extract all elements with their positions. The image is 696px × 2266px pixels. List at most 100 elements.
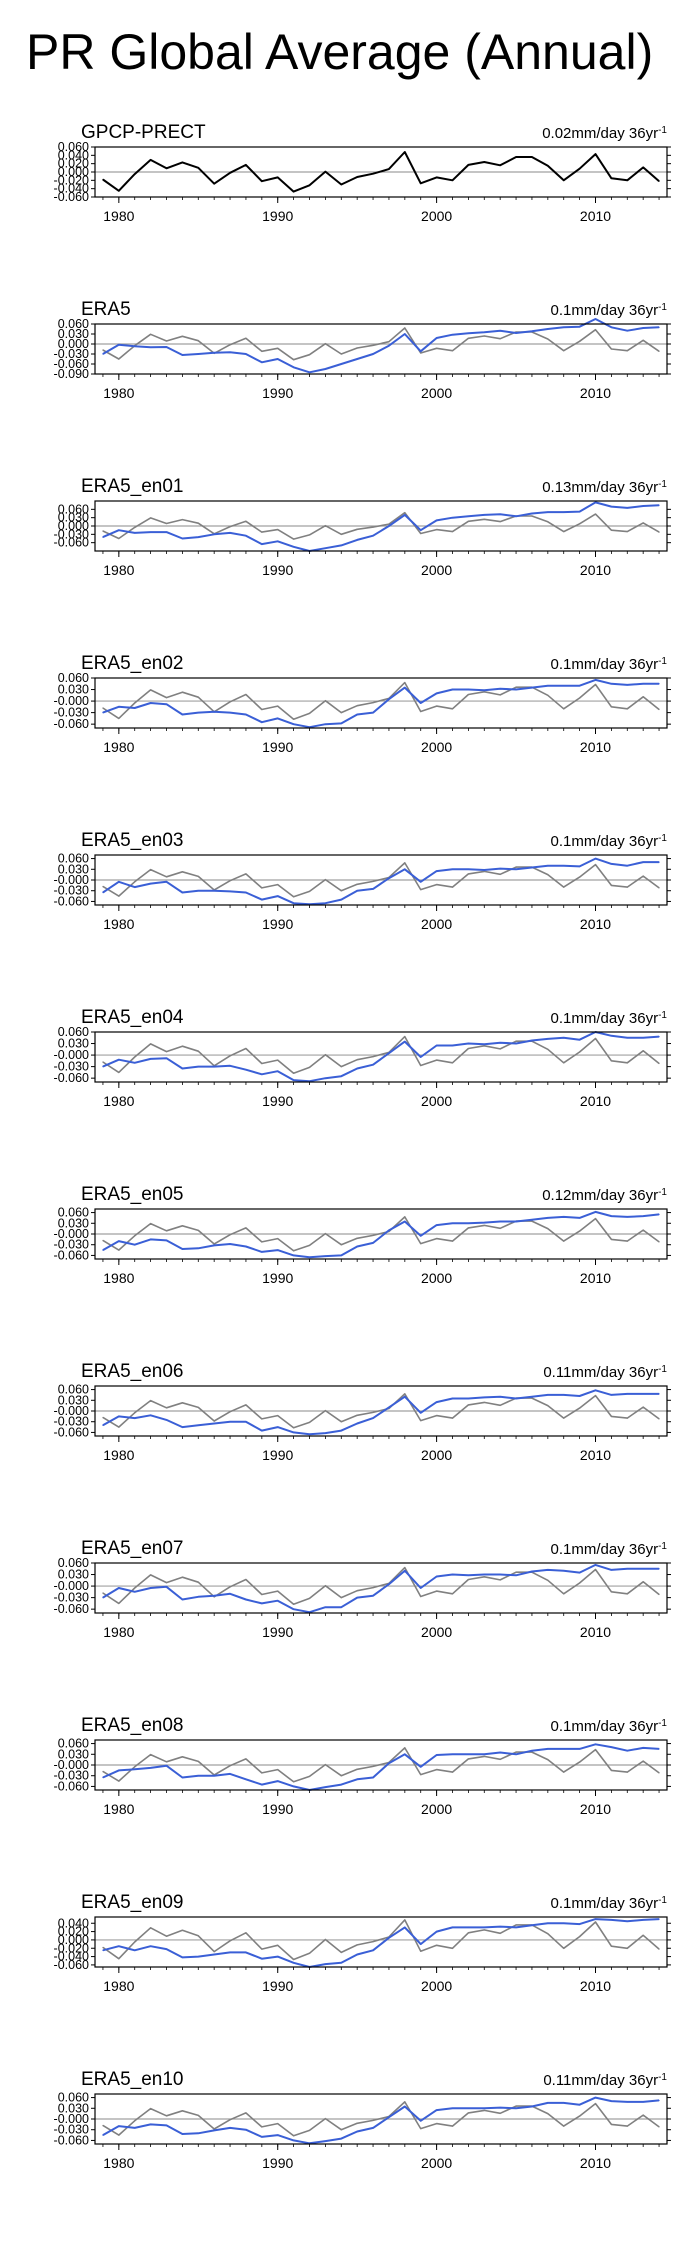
data-point: [594, 153, 597, 155]
data-point: [293, 896, 295, 898]
panel-title: ERA5_en02: [81, 653, 183, 674]
data-point: [547, 1579, 549, 1581]
data-point: [197, 1424, 199, 1426]
data-point: [293, 1781, 295, 1783]
data-point: [213, 533, 215, 535]
data-point: [547, 1394, 549, 1396]
data-point: [610, 863, 612, 865]
y-tick-label: 0.060: [58, 317, 89, 331]
data-point: [467, 1042, 469, 1045]
data-point: [324, 1432, 326, 1434]
data-point: [308, 712, 311, 714]
data-point: [579, 1039, 581, 1041]
data-point: [229, 1593, 231, 1595]
y-tick-label: 0.060: [58, 1383, 89, 1397]
data-point: [515, 1040, 517, 1042]
series-line-era5_en01: [102, 501, 660, 552]
chart-panel-7: ERA5_en05 0.12mm/day 36yr-10.0600.030-0.0…: [54, 1184, 671, 1286]
data-point: [245, 693, 247, 696]
series-line-era5_en03: [102, 857, 660, 906]
data-point: [436, 1044, 438, 1047]
plot-frame: [94, 323, 668, 375]
data-point: [420, 881, 422, 883]
data-point: [102, 712, 104, 714]
data-point: [594, 857, 597, 860]
y-tick-label: 0.000: [58, 519, 89, 533]
data-point: [547, 511, 549, 513]
data-point: [594, 1389, 597, 1391]
data-point: [451, 688, 454, 691]
data-point: [134, 1417, 136, 1419]
y-tick-label: -0.060: [54, 536, 89, 550]
data-point: [181, 1248, 183, 1250]
data-point: [547, 694, 549, 696]
trend-label: 0.11mm/day 36yr-1: [543, 2072, 667, 2090]
data-point: [579, 1923, 581, 1925]
data-point: [308, 371, 311, 373]
data-point: [340, 1075, 342, 1077]
y-tick-label: 0.060: [58, 1206, 89, 1220]
chart-panel-10: ERA5_en08 0.1mm/day 36yr-1 0.0600.030-0.00…: [54, 1715, 671, 1817]
data-point: [594, 1037, 597, 1040]
data-point: [658, 504, 660, 506]
data-point: [610, 1769, 612, 1771]
data-point: [626, 684, 628, 686]
data-point: [356, 1953, 358, 1956]
y-tick-label: 0.060: [58, 1737, 89, 1751]
data-point: [531, 1219, 533, 1221]
data-point: [293, 366, 295, 368]
data-point: [420, 1412, 422, 1414]
data-point: [547, 1228, 549, 1230]
data-point: [213, 1422, 215, 1425]
data-point: [467, 688, 469, 691]
data-point: [356, 176, 358, 178]
data-point: [181, 519, 183, 521]
y-tick-label: -0.060: [54, 1602, 89, 1616]
data-point: [340, 890, 342, 892]
y-tick-label: 0.060: [58, 852, 89, 866]
data-point: [118, 190, 120, 192]
data-point: [515, 1751, 517, 1753]
data-point: [610, 1238, 612, 1240]
data-point: [181, 691, 183, 693]
data-point: [499, 1396, 501, 1398]
data-point: [483, 335, 485, 337]
data-point: [483, 514, 485, 516]
data-point: [658, 531, 660, 533]
data-point: [467, 693, 469, 696]
data-point: [181, 1756, 183, 1758]
data-point: [372, 173, 374, 175]
data-point: [531, 1220, 533, 1222]
data-point: [579, 1572, 581, 1574]
data-point: [229, 1411, 231, 1413]
data-point: [436, 1590, 438, 1592]
data-point: [451, 886, 454, 888]
x-tick-label: 2010: [580, 208, 611, 224]
data-point: [372, 526, 374, 528]
y-tick-label: 0.060: [58, 502, 89, 516]
data-point: [563, 708, 565, 710]
data-point: [356, 1944, 358, 1946]
data-point: [404, 2105, 406, 2108]
data-point: [118, 1071, 120, 1073]
data-point: [563, 1037, 565, 1039]
data-point: [451, 334, 454, 336]
data-point: [324, 700, 326, 702]
data-point: [404, 868, 406, 870]
data-point: [626, 708, 628, 710]
data-point: [420, 1587, 422, 1589]
data-point: [134, 173, 136, 175]
data-point: [547, 328, 549, 330]
data-point: [197, 1066, 199, 1068]
data-point: [388, 1229, 390, 1232]
data-point: [483, 1576, 485, 1578]
data-point: [658, 350, 660, 352]
trend-label: 0.1mm/day 36yr-1: [551, 1541, 668, 1559]
data-point: [293, 1254, 295, 1257]
y-tick-label: 0.030: [58, 1216, 89, 1230]
x-tick-label: 1980: [103, 916, 134, 932]
data-point: [388, 341, 390, 343]
data-point: [451, 179, 454, 181]
data-point: [118, 1602, 120, 1604]
data-point: [451, 868, 454, 870]
